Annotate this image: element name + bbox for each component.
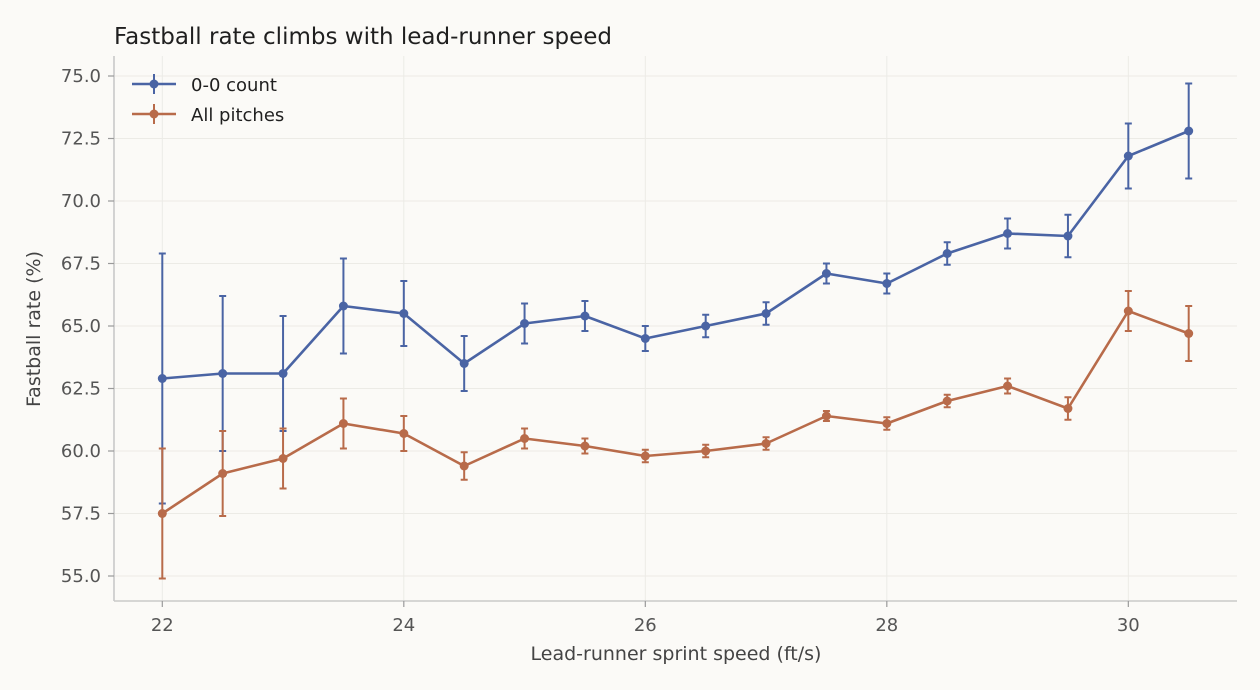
series-0-point-14 bbox=[1003, 229, 1013, 238]
legend-item-0: 0-0 count bbox=[132, 74, 277, 96]
y-tick-label-7: 72.5 bbox=[61, 129, 101, 150]
series-0-point-0 bbox=[157, 374, 167, 383]
series-1-line bbox=[161, 309, 1190, 515]
series-1-point-4 bbox=[399, 429, 409, 438]
series-1-point-10 bbox=[761, 439, 771, 448]
series-1-point-13 bbox=[942, 396, 952, 406]
series-0-point-12 bbox=[882, 279, 892, 288]
legend-label-0: 0-0 count bbox=[191, 75, 277, 96]
series-0-point-4 bbox=[399, 309, 409, 318]
series-0-point-5 bbox=[459, 359, 469, 368]
series-0-point-17 bbox=[1184, 126, 1194, 136]
y-tick-label-5: 67.5 bbox=[61, 254, 101, 275]
series-1-point-0 bbox=[157, 509, 167, 518]
y-tick-label-6: 70.0 bbox=[61, 191, 101, 212]
y-tick-label-1: 57.5 bbox=[61, 504, 101, 525]
x-tick-label-3: 28 bbox=[875, 615, 898, 636]
series-0-point-16 bbox=[1123, 151, 1133, 161]
series-0-point-10 bbox=[761, 309, 771, 318]
series-0-point-15 bbox=[1063, 231, 1073, 241]
series-0-point-13 bbox=[942, 249, 952, 258]
series-1-point-7 bbox=[580, 441, 590, 451]
legend: 0-0 count All pitches bbox=[132, 74, 284, 126]
legend-marker-0 bbox=[149, 79, 159, 89]
series-1-point-14 bbox=[1003, 381, 1013, 391]
series-1-point-15 bbox=[1063, 404, 1073, 413]
series-0-point-6 bbox=[520, 319, 530, 328]
legend-marker-1 bbox=[149, 109, 159, 119]
series-1-point-9 bbox=[701, 446, 711, 456]
series-1-point-8 bbox=[640, 451, 650, 461]
y-axis-label: Fastball rate (%) bbox=[23, 251, 45, 407]
series-1-point-6 bbox=[520, 434, 530, 443]
series-0-point-2 bbox=[278, 369, 288, 378]
y-tick-label-2: 60.0 bbox=[61, 441, 101, 462]
legend-label-1: All pitches bbox=[191, 105, 284, 126]
series-1-point-3 bbox=[338, 419, 348, 428]
series-1 bbox=[157, 290, 1194, 580]
chart-title: Fastball rate climbs with lead-runner sp… bbox=[114, 24, 612, 50]
series-1-point-16 bbox=[1123, 306, 1133, 316]
series-0-line bbox=[162, 129, 1190, 380]
series-0-point-3 bbox=[338, 301, 348, 311]
series bbox=[157, 82, 1194, 580]
series-0-point-8 bbox=[640, 334, 650, 343]
x-ticks: 22 24 26 28 30 bbox=[151, 601, 1140, 636]
x-tick-label-1: 24 bbox=[392, 615, 415, 636]
x-tick-label-2: 26 bbox=[634, 615, 657, 636]
x-tick-label-0: 22 bbox=[151, 615, 174, 636]
y-tick-label-4: 65.0 bbox=[61, 316, 101, 337]
y-tick-label-3: 62.5 bbox=[61, 379, 101, 400]
y-tick-label-0: 55.0 bbox=[61, 566, 101, 587]
legend-item-1: All pitches bbox=[132, 104, 284, 126]
series-1-point-11 bbox=[821, 411, 831, 421]
series-1-point-12 bbox=[882, 419, 892, 428]
x-axis-label: Lead-runner sprint speed (ft/s) bbox=[531, 643, 822, 665]
series-0-point-9 bbox=[701, 321, 711, 331]
series-0-point-11 bbox=[821, 269, 831, 278]
series-0-point-1 bbox=[218, 369, 228, 378]
axes bbox=[113, 56, 1237, 602]
y-ticks: 55.0 57.5 60.0 62.5 65.0 67.5 70.0 72.5 75.0 bbox=[61, 66, 114, 587]
series-1-point-17 bbox=[1184, 329, 1194, 338]
y-tick-label-8: 75.0 bbox=[61, 66, 101, 87]
grid bbox=[114, 56, 1237, 601]
x-tick-label-4: 30 bbox=[1117, 615, 1140, 636]
series-1-point-5 bbox=[459, 461, 469, 471]
series-1-point-1 bbox=[218, 469, 228, 478]
series-0-point-7 bbox=[580, 311, 590, 321]
series-1-point-2 bbox=[278, 454, 288, 463]
